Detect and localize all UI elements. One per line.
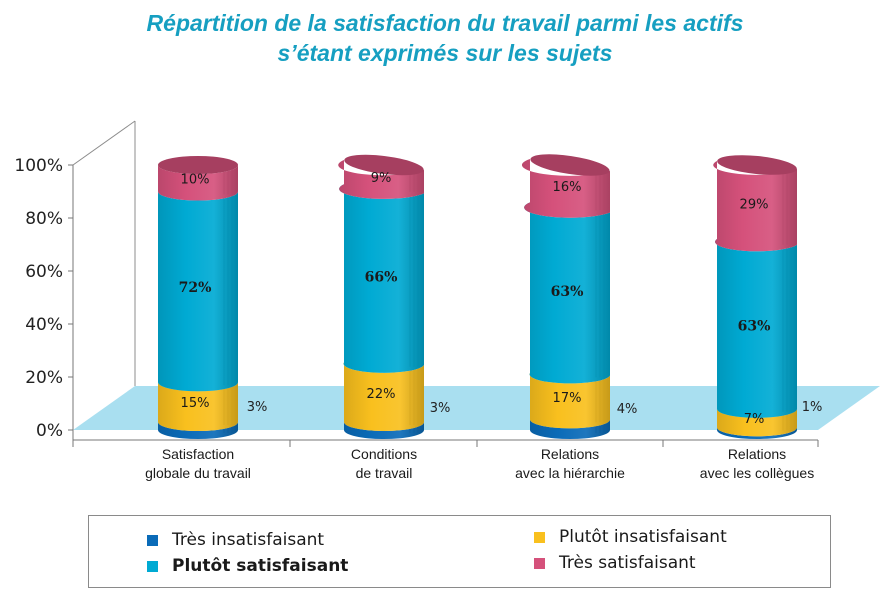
x-category-label: de travail xyxy=(356,465,413,481)
data-label: 16% xyxy=(553,180,582,195)
legend: Très insatisfaisant Plutôt satisfaisant Pl… xyxy=(88,515,831,588)
bar-top-cap-0 xyxy=(158,156,238,174)
x-category-label: Satisfaction xyxy=(162,446,234,462)
bar-segment-0-0 xyxy=(158,422,238,439)
data-label: 63% xyxy=(551,284,584,300)
data-label: 3% xyxy=(247,400,268,415)
bar-top-cap-2 xyxy=(530,154,610,176)
bar-segment-1-3 xyxy=(338,160,424,199)
x-category-label: globale du travail xyxy=(145,465,251,481)
data-label: 17% xyxy=(553,391,582,406)
data-label: 72% xyxy=(179,280,212,296)
bar-segment-2-3 xyxy=(521,159,610,218)
bar-top-cap-3 xyxy=(717,155,797,175)
back-wall-edge xyxy=(72,120,136,430)
y-tick-label: 60% xyxy=(25,262,63,282)
bar-segment-0-1 xyxy=(158,382,239,432)
bar-top-cap-1 xyxy=(344,154,424,176)
legend-swatch xyxy=(147,560,158,572)
data-label: 29% xyxy=(740,197,769,212)
bar-segment-3-0 xyxy=(716,427,797,439)
bar-segment-0-2 xyxy=(158,191,239,392)
legend-item: Plutôt satisfaisant xyxy=(147,556,348,576)
data-label: 22% xyxy=(367,387,396,402)
data-label: 3% xyxy=(430,401,451,416)
legend-item: Très satisfaisant xyxy=(534,553,696,573)
data-label: 10% xyxy=(181,172,210,187)
data-label: 66% xyxy=(365,269,398,285)
bar-segment-3-2 xyxy=(715,239,797,418)
legend-swatch xyxy=(534,531,545,543)
y-tick-label: 0% xyxy=(36,421,63,441)
data-label: 7% xyxy=(744,412,765,427)
bar-segment-1-1 xyxy=(343,362,424,432)
bar-segment-1-2 xyxy=(339,184,424,373)
legend-label: Plutôt insatisfaisant xyxy=(559,527,727,547)
legend-swatch xyxy=(147,534,158,546)
chart-floor xyxy=(73,386,880,430)
data-label: 1% xyxy=(802,400,823,415)
legend-swatch xyxy=(534,557,545,569)
legend-item: Très insatisfaisant xyxy=(147,530,324,550)
x-category-label: Relations xyxy=(728,446,786,462)
legend-label: Plutôt satisfaisant xyxy=(172,556,349,576)
title-line-2: s’étant exprimés sur les sujets xyxy=(277,40,613,66)
data-label: 15% xyxy=(181,396,210,411)
x-category-label: Relations xyxy=(541,446,599,462)
legend-item: Plutôt insatisfaisant xyxy=(534,527,727,547)
x-category-label: avec la hiérarchie xyxy=(515,465,625,481)
bar-segment-1-0 xyxy=(343,421,424,439)
data-label: 63% xyxy=(738,318,771,334)
legend-label: Très insatisfaisant xyxy=(172,530,325,550)
title-line-1: Répartition de la satisfaction du travai… xyxy=(146,10,744,36)
x-category-label: Conditions xyxy=(351,446,417,462)
bar-segment-2-2 xyxy=(524,202,610,384)
legend-label: Très satisfaisant xyxy=(559,553,696,573)
bar-segment-3-1 xyxy=(716,408,797,437)
data-label: 9% xyxy=(371,171,392,186)
y-tick-label: 80% xyxy=(25,209,63,229)
bar-segment-2-1 xyxy=(529,373,610,429)
y-tick-label: 40% xyxy=(25,315,63,335)
x-category-label: avec les collègues xyxy=(700,465,814,481)
bar-segment-3-3 xyxy=(713,161,797,252)
chart-title: Répartition de la satisfaction du travai… xyxy=(0,8,890,68)
bar-segment-0-3 xyxy=(158,165,239,201)
bar-segment-2-0 xyxy=(529,419,610,439)
y-tick-label: 20% xyxy=(25,368,63,388)
y-tick-label: 100% xyxy=(14,156,63,176)
data-label: 4% xyxy=(617,402,638,417)
